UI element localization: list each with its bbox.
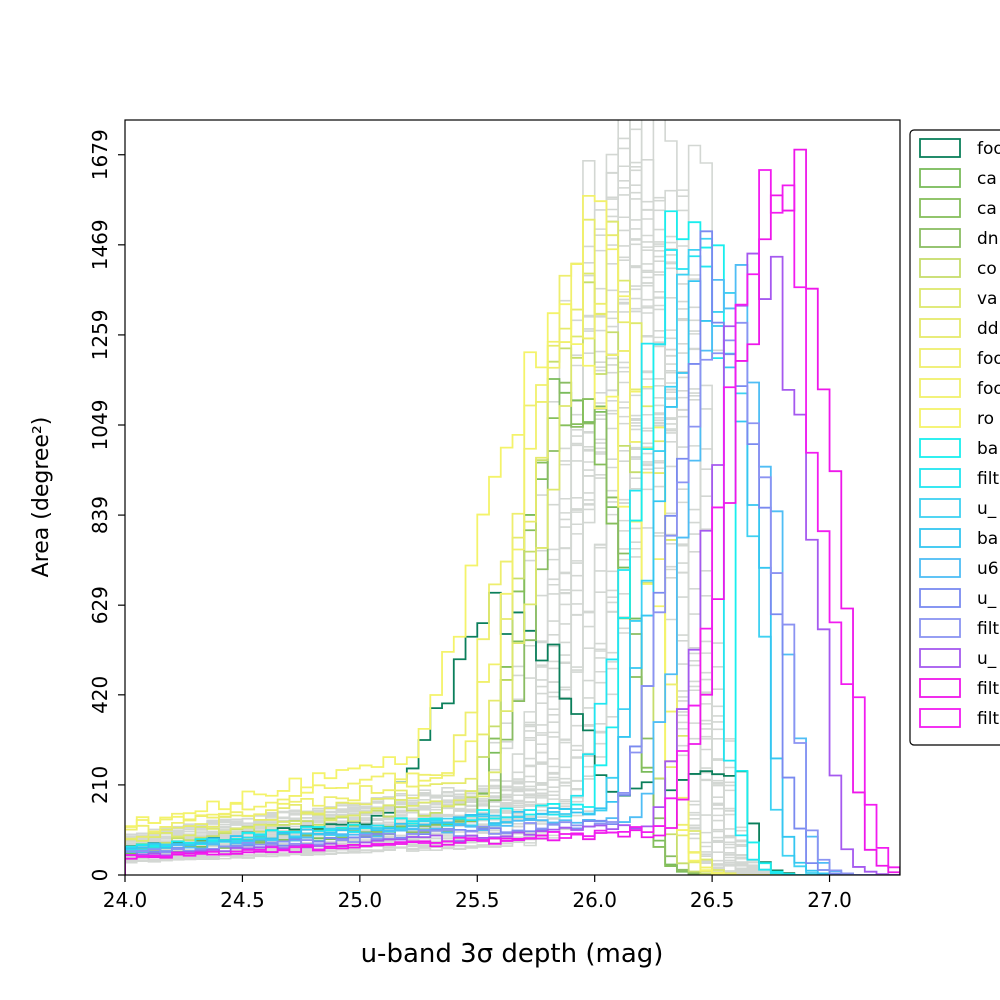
legend-swatch	[919, 468, 961, 488]
legend: foocacadncovaddfoofoorobafiltu_bau6u_fil…	[909, 129, 1000, 746]
legend-swatch	[919, 408, 961, 428]
legend-swatch	[919, 168, 961, 188]
x-tick-label: 25.5	[455, 888, 500, 912]
legend-swatch	[919, 318, 961, 338]
x-tick-label: 27.0	[807, 888, 852, 912]
legend-swatch	[919, 528, 961, 548]
y-tick-label: 1259	[88, 309, 112, 360]
y-tick-label: 1679	[88, 129, 112, 180]
legend-swatch	[919, 678, 961, 698]
legend-label: foo	[977, 349, 1000, 369]
legend-label: ro	[977, 409, 994, 429]
legend-swatch	[919, 438, 961, 458]
legend-swatch	[919, 198, 961, 218]
series-group	[125, 148, 900, 875]
y-tick-label: 1469	[88, 219, 112, 270]
legend-label: va	[977, 289, 997, 309]
legend-swatch	[919, 498, 961, 518]
legend-swatch	[919, 138, 961, 158]
legend-swatch	[919, 618, 961, 638]
legend-label: u_	[977, 589, 997, 609]
plot-frame	[124, 119, 901, 876]
y-axis: 0 210 420 629 839 1049 1259 1469 1679	[88, 129, 125, 881]
legend-swatch	[919, 708, 961, 728]
legend-swatch	[919, 648, 961, 668]
legend-label: filt	[977, 469, 999, 489]
legend-label: ba	[977, 529, 998, 549]
legend-label: foo	[977, 139, 1000, 159]
series-line-16	[125, 321, 900, 875]
legend-label: filt	[977, 709, 999, 729]
legend-label: ba	[977, 439, 998, 459]
y-tick-label: 420	[88, 676, 112, 714]
y-tick-label: 0	[88, 869, 112, 882]
series-line-15	[125, 230, 900, 875]
legend-label: u_	[977, 499, 997, 519]
legend-swatch	[919, 348, 961, 368]
legend-swatch	[919, 378, 961, 398]
legend-swatch	[919, 558, 961, 578]
y-tick-label: 210	[88, 766, 112, 804]
x-tick-label: 26.5	[690, 888, 735, 912]
x-tick-label: 24.0	[103, 888, 148, 912]
series-line-9	[125, 303, 900, 875]
series-line-8	[125, 194, 900, 875]
x-axis: 24.0 24.5 25.0 25.5 26.0 26.5 27.0	[103, 875, 852, 912]
legend-label: dd	[977, 319, 999, 339]
legend-label: u6	[977, 559, 999, 579]
y-axis-label: Area (degree²)	[29, 417, 54, 578]
legend-label: dn	[977, 229, 999, 249]
x-axis-label: u-band 3σ depth (mag)	[361, 939, 664, 969]
legend-label: u_	[977, 649, 997, 669]
x-tick-label: 26.0	[572, 888, 617, 912]
series-line-5	[125, 220, 900, 875]
legend-label: foo	[977, 379, 1000, 399]
legend-label: filt	[977, 679, 999, 699]
legend-label: filt	[977, 619, 999, 639]
legend-label: ca	[977, 199, 997, 219]
background-series-line	[125, 304, 900, 875]
legend-box	[909, 129, 1000, 746]
series-line-17	[125, 252, 900, 875]
legend-swatch	[919, 228, 961, 248]
series-line-14	[125, 264, 900, 875]
y-tick-label: 1049	[88, 400, 112, 451]
legend-swatch	[919, 588, 961, 608]
x-tick-label: 25.0	[338, 888, 383, 912]
legend-label: co	[977, 259, 997, 279]
series-line-13	[125, 280, 900, 875]
y-tick-label: 839	[88, 496, 112, 534]
series-line-19	[125, 169, 900, 875]
y-tick-label: 629	[88, 586, 112, 624]
legend-swatch	[919, 288, 961, 308]
legend-label: ca	[977, 169, 997, 189]
legend-swatch	[919, 258, 961, 278]
x-tick-label: 24.5	[220, 888, 265, 912]
